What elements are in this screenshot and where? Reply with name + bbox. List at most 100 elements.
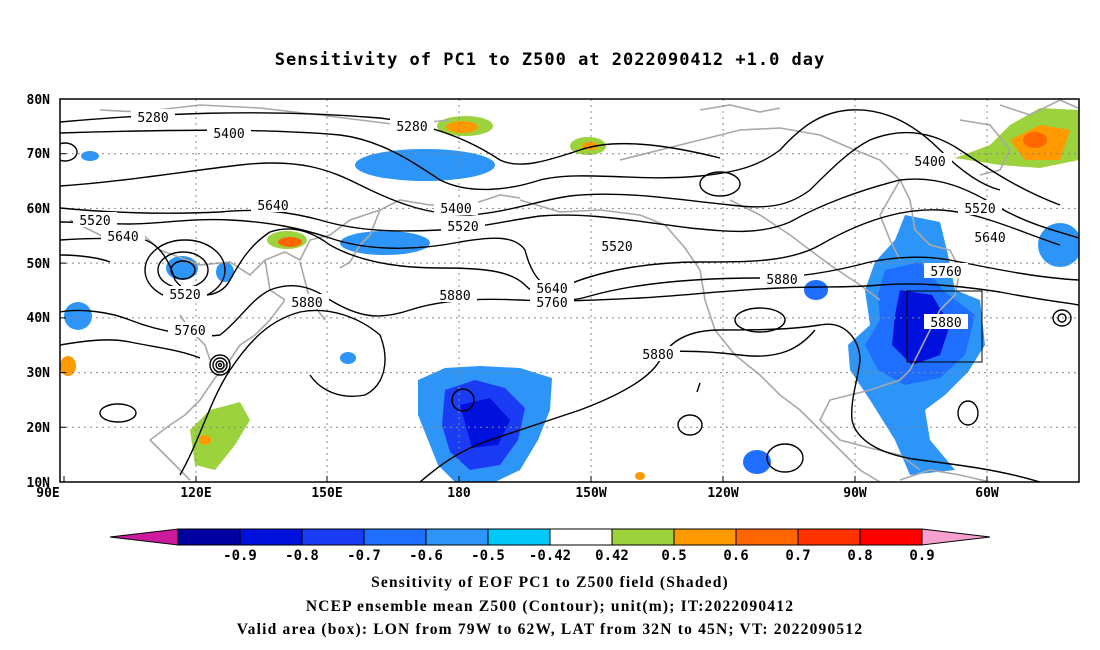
- colorbar-segment: [487, 528, 551, 546]
- contour-label-text: 5520: [79, 214, 110, 229]
- contour-label: 5280: [131, 109, 175, 126]
- contour-label-text: 5880: [291, 296, 322, 311]
- caption-contour: NCEP ensemble mean Z500 (Contour); unit(…: [305, 598, 795, 615]
- contour-label-text: 5640: [107, 230, 138, 245]
- contour-label: 5400: [207, 125, 251, 142]
- lon-tick-label: 150W: [575, 486, 606, 501]
- latitude-labels: 80N 70N 60N 50N 40N 30N 20N 10N: [27, 93, 51, 491]
- contour-label: 5400: [434, 200, 478, 217]
- contour-label-text: 5520: [447, 220, 478, 235]
- colorbar-tick-label: 0.7: [785, 548, 810, 564]
- contour-label: 5880: [760, 271, 804, 288]
- contour-label-text: 5640: [974, 231, 1005, 246]
- colorbar-tick-label: -0.5: [471, 548, 505, 564]
- contour-label: 5520: [595, 238, 639, 255]
- colorbar-tick-label: 0.8: [847, 548, 872, 564]
- contour-label: 5880: [285, 294, 329, 311]
- colorbar-segment: [363, 528, 427, 546]
- contour-label-text: 5880: [642, 348, 673, 363]
- contour-label-text: 5520: [601, 240, 632, 255]
- contour-label: 5760: [530, 294, 574, 311]
- colorbar: -0.9 -0.8 -0.7 -0.6 -0.5 -0.42 0.42 0.5 0.6 0.7 0.…: [109, 528, 991, 564]
- colorbar-segment: [611, 528, 675, 546]
- shade-patch-west: [64, 302, 92, 330]
- contour-label-text: 5640: [257, 199, 288, 214]
- lat-tick-label: 50N: [27, 257, 51, 272]
- lat-tick-label: 20N: [27, 421, 51, 436]
- lat-tick-label: 80N: [27, 93, 51, 108]
- contour-labels: 5280 5400 5280 5400 5520 5520 5640 5520 …: [73, 109, 1012, 363]
- contour-label: 5640: [530, 280, 574, 297]
- contour-label-text: 5760: [930, 265, 961, 280]
- contour-label-text: 5880: [439, 289, 470, 304]
- contour-label-text: 5400: [914, 155, 945, 170]
- contour-label: 5640: [968, 229, 1012, 246]
- colorbar-tick-label: 0.9: [909, 548, 934, 564]
- lat-tick-label: 10N: [27, 476, 51, 491]
- lon-tick-label: 120W: [707, 486, 738, 501]
- shade-pos-arctic-core: [446, 121, 478, 133]
- contour-label: 5760: [168, 322, 212, 339]
- lon-tick-label: 60W: [975, 486, 999, 501]
- contour-label: 5520: [163, 286, 207, 303]
- contour-label-text: 5400: [213, 127, 244, 142]
- shade-patch-mexico: [743, 450, 771, 474]
- colorbar-under-triangle: [109, 528, 179, 546]
- contour-label: 5520: [73, 212, 117, 229]
- contour-label-text: 5760: [536, 296, 567, 311]
- shade-pos-greenland-red: [1023, 132, 1047, 148]
- shade-pos-mid: [635, 472, 645, 480]
- lat-tick-label: 70N: [27, 147, 51, 162]
- contour-label-text: 5280: [137, 111, 168, 126]
- shade-patch-arctic-siberia: [355, 149, 495, 181]
- map-frame: [59, 98, 1080, 483]
- map-gridlines: [60, 99, 1079, 482]
- shade-core2-central-pacific: [460, 398, 510, 448]
- lat-tick-label: 60N: [27, 202, 51, 217]
- lon-tick-label: 90E: [36, 486, 59, 501]
- shade-patch-kamchatka: [340, 231, 430, 255]
- contour-label: 5280: [390, 118, 434, 135]
- caption-valid-area: Valid area (box): LON from 79W to 62W, L…: [236, 621, 864, 638]
- contour-label: 5880: [433, 287, 477, 304]
- caption-shading: Sensitivity of EOF PC1 to Z500 field (Sh…: [371, 574, 729, 591]
- contour-label: 5760: [924, 263, 968, 280]
- contour-label: 5520: [958, 200, 1002, 217]
- colorbar-segment: [549, 528, 613, 546]
- contour-label: 5880: [924, 314, 968, 331]
- contour-label-text: 5880: [930, 316, 961, 331]
- contour-label-text: 5520: [169, 288, 200, 303]
- valid-area-box: [906, 290, 983, 363]
- colorbar-tick-label: 0.42: [595, 548, 629, 564]
- lon-tick-label: 90W: [843, 486, 867, 501]
- lat-tick-label: 40N: [27, 311, 51, 326]
- colorbar-segment: [425, 528, 489, 546]
- colorbar-over-triangle: [921, 528, 991, 546]
- colorbar-tick-label: -0.8: [285, 548, 319, 564]
- map-figure: 5280 5400 5280 5400 5520 5520 5640 5520 …: [27, 93, 1080, 564]
- contour-label: 5640: [101, 228, 145, 245]
- contour-label: 5520: [441, 218, 485, 235]
- colorbar-segment: [735, 528, 799, 546]
- contour-label-text: 5760: [174, 324, 205, 339]
- longitude-labels: 90E 120E 150E 180 150W 120W 90W 60W: [36, 486, 999, 501]
- colorbar-tick-label: -0.7: [347, 548, 381, 564]
- colorbar-segment: [797, 528, 861, 546]
- contour-label: 5880: [636, 346, 680, 363]
- contour-label: 5640: [251, 197, 295, 214]
- lat-tick-label: 30N: [27, 366, 51, 381]
- colorbar-segment: [177, 528, 241, 546]
- shade-patch-atlantic-s: [340, 352, 356, 364]
- contour-label-text: 5640: [536, 282, 567, 297]
- colorbar-tick-label: -0.6: [409, 548, 443, 564]
- colorbar-tick-label: 0.5: [661, 548, 686, 564]
- map-title: Sensitivity of PC1 to Z500 at 2022090412…: [274, 50, 826, 70]
- contour-label-text: 5880: [766, 273, 797, 288]
- shade-pos-seasia-core: [199, 435, 211, 445]
- contour-label-text: 5280: [396, 120, 427, 135]
- colorbar-segment: [673, 528, 737, 546]
- shade-pos-okhotsk-core: [278, 237, 302, 247]
- lon-tick-label: 120E: [180, 486, 211, 501]
- lon-tick-label: 150E: [311, 486, 342, 501]
- contour-label: 5400: [908, 153, 952, 170]
